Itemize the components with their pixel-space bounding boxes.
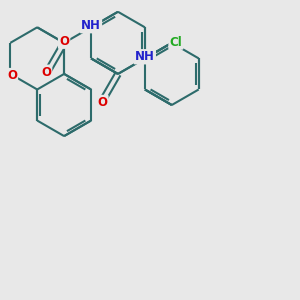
Text: NH: NH	[81, 19, 101, 32]
Text: O: O	[41, 66, 51, 79]
Text: O: O	[98, 96, 107, 109]
Text: O: O	[59, 35, 69, 48]
Text: NH: NH	[135, 50, 155, 63]
Text: O: O	[7, 69, 17, 82]
Text: Cl: Cl	[169, 35, 182, 49]
